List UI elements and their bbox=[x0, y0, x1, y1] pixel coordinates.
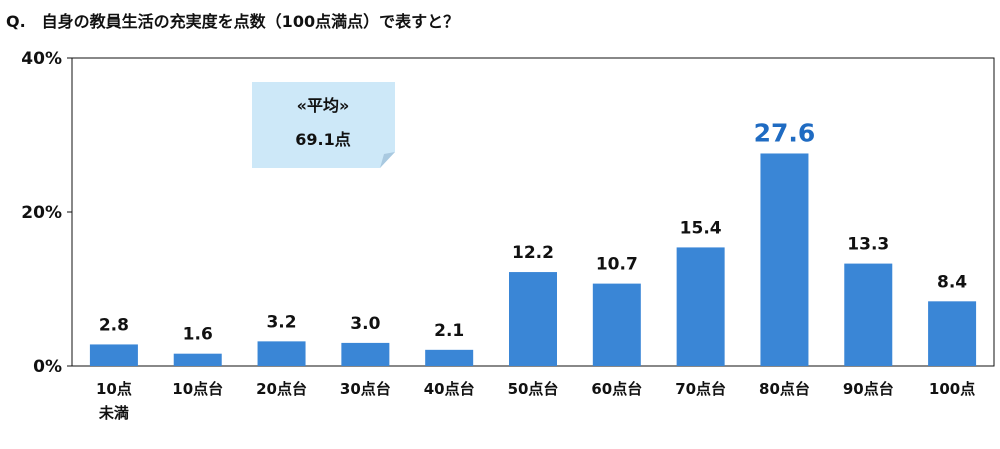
value-label: 1.6 bbox=[183, 325, 213, 345]
x-tick-label: 80点台 bbox=[759, 380, 810, 398]
bar bbox=[928, 301, 977, 366]
bar bbox=[341, 342, 390, 366]
x-axis: 10点未満 10点台 20点台 30点台 40点台 50点台 60点台 70点台 80点台 90点… bbox=[96, 380, 975, 422]
x-tick-label: 10点台 bbox=[172, 380, 223, 398]
callout-label: «平均» bbox=[297, 96, 350, 115]
x-tick-label: 50点台 bbox=[508, 380, 559, 398]
value-label: 8.4 bbox=[937, 272, 967, 292]
bar bbox=[257, 341, 306, 366]
bar bbox=[760, 153, 809, 366]
value-label: 2.1 bbox=[434, 321, 464, 341]
x-tick-label: 60点台 bbox=[591, 380, 642, 398]
value-label: 3.0 bbox=[350, 314, 380, 334]
bar bbox=[89, 344, 138, 366]
x-tick-label: 100点 bbox=[929, 380, 975, 398]
value-labels: 2.8 1.6 3.2 3.0 2.1 12.2 10.7 15.4 27.6 13.3 8.4 bbox=[99, 118, 967, 344]
callout-value: 69.1点 bbox=[295, 130, 350, 149]
y-axis: 0% 20% 40% bbox=[21, 49, 72, 377]
y-tick-label: 20% bbox=[21, 203, 62, 223]
x-tick-label: 70点台 bbox=[675, 380, 726, 398]
callout-box bbox=[252, 82, 395, 168]
value-label: 13.3 bbox=[847, 235, 889, 255]
bars bbox=[89, 153, 977, 366]
value-label: 15.4 bbox=[680, 218, 722, 238]
bar bbox=[592, 283, 641, 366]
bar bbox=[425, 349, 474, 366]
bar bbox=[844, 263, 893, 366]
x-tick-label: 90点台 bbox=[843, 380, 894, 398]
x-tick-label: 40点台 bbox=[424, 380, 475, 398]
average-callout: «平均» 69.1点 bbox=[252, 82, 395, 168]
bar bbox=[173, 353, 222, 366]
bar bbox=[676, 247, 725, 366]
x-tick-label: 10点未満 bbox=[96, 380, 132, 422]
value-label: 10.7 bbox=[596, 255, 638, 275]
callout-fold bbox=[380, 152, 395, 168]
x-tick-label: 30点台 bbox=[340, 380, 391, 398]
value-label: 27.6 bbox=[754, 118, 816, 147]
y-tick-label: 0% bbox=[33, 357, 62, 377]
x-tick-label: 20点台 bbox=[256, 380, 307, 398]
value-label: 2.8 bbox=[99, 315, 129, 335]
value-label: 12.2 bbox=[512, 243, 554, 263]
value-label: 3.2 bbox=[266, 312, 296, 332]
y-tick-label: 40% bbox=[21, 49, 62, 69]
chart-title: Q. 自身の教員生活の充実度を点数（100点満点）で表すと？ bbox=[6, 12, 460, 31]
bar bbox=[509, 272, 557, 366]
